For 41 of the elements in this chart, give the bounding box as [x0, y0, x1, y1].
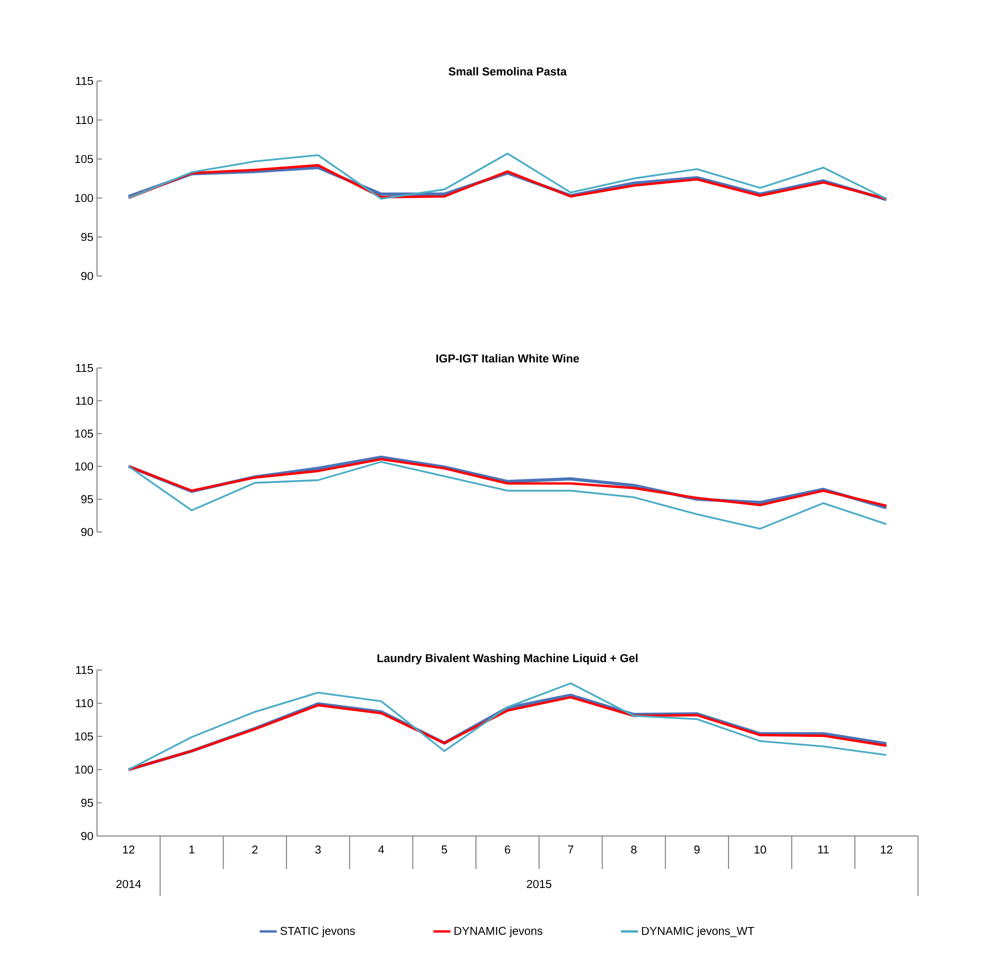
y-tick-label: 115 — [76, 666, 93, 674]
y-tick-label: 105 — [75, 732, 93, 740]
line-series — [128, 152, 888, 200]
y-tick-label: 110 — [76, 116, 94, 124]
x-tick-label: 12 — [880, 846, 892, 854]
y-tick-label: 90 — [81, 528, 94, 536]
text: 2014 — [116, 880, 141, 888]
y-tick-label: 115 — [76, 77, 93, 85]
chart-title: Laundry Bivalent Washing Machine Liquid + Gel — [378, 654, 638, 665]
y-tick-label: 105 — [75, 154, 93, 164]
y-tick-label: 115 — [76, 364, 93, 372]
legend-label: DYNAMIC jevons_WT — [642, 926, 754, 938]
text: 2015 — [526, 880, 552, 888]
legend-label: DYNAMIC jevons — [454, 926, 542, 938]
chart-title: Small Semolina Pasta — [448, 67, 567, 76]
y-tick-label: 110 — [76, 396, 94, 405]
x-tick-label: 2 — [252, 846, 258, 854]
x-tick-label: 3 — [315, 846, 321, 854]
y-tick-label: 95 — [81, 495, 93, 504]
x-tick-label: 1 — [189, 846, 194, 854]
x-tick-label: 6 — [504, 846, 510, 854]
line-series — [128, 460, 888, 530]
legend-label: STATIC jevons — [280, 926, 355, 938]
y-tick-label: 110 — [76, 699, 94, 708]
y-tick-label: 95 — [81, 232, 93, 242]
x-tick-label: 7 — [568, 846, 574, 854]
y-tick-label: 90 — [81, 832, 94, 840]
y-tick-label: 100 — [75, 194, 94, 202]
y-tick-label: 95 — [81, 798, 93, 807]
x-tick-label: 10 — [754, 846, 766, 854]
y-tick-label: 100 — [75, 766, 94, 774]
x-tick-label: 5 — [442, 846, 448, 854]
x-tick-label: 11 — [818, 846, 829, 854]
y-tick-label: 90 — [81, 272, 94, 280]
chart-title: IGP-IGT Italian White Wine — [436, 354, 580, 363]
x-tick-label: 4 — [378, 846, 384, 854]
y-tick-label: 105 — [75, 430, 93, 438]
x-tick-label: 12 — [123, 846, 134, 854]
x-tick-label: 8 — [631, 846, 637, 854]
x-tick-label: 9 — [694, 846, 700, 854]
y-tick-label: 100 — [75, 462, 94, 470]
